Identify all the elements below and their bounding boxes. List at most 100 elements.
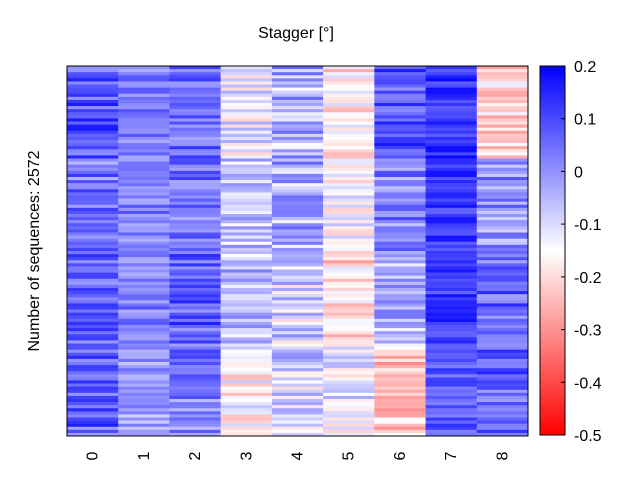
heatmap-cell: [425, 146, 478, 150]
x-tick-label: 4: [290, 451, 307, 460]
heatmap-cell: [425, 303, 478, 307]
heatmap-cell: [220, 303, 273, 307]
heatmap-cell: [169, 371, 221, 375]
heatmap-cell: [118, 328, 170, 332]
x-tick-label: 6: [392, 451, 409, 460]
heatmap-cell: [220, 140, 273, 144]
heatmap-cell: [271, 334, 324, 338]
heatmap-cell: [271, 158, 324, 162]
heatmap-cell: [220, 109, 273, 113]
heatmap-cell: [118, 158, 170, 162]
heatmap-cell: [169, 281, 221, 286]
heatmap-cell: [220, 315, 273, 320]
heatmap-cell: [67, 337, 119, 341]
heatmap-cell: [476, 377, 529, 381]
heatmap-cell: [220, 201, 273, 206]
heatmap-cell: [67, 226, 119, 230]
heatmap-cell: [220, 389, 273, 394]
heatmap-cell: [476, 420, 529, 424]
heatmap-cell: [118, 362, 170, 366]
heatmap-cell: [220, 260, 273, 264]
heatmap-cell: [425, 109, 478, 113]
x-tick-label: 1: [136, 451, 153, 460]
heatmap-cell: [374, 244, 426, 249]
heatmap-cell: [476, 235, 529, 239]
heatmap-cell: [374, 294, 426, 298]
heatmap-cell: [476, 106, 529, 110]
heatmap-cell: [220, 392, 273, 397]
heatmap-cell: [67, 96, 119, 101]
heatmap-cell: [67, 365, 119, 369]
heatmap-cell: [271, 87, 324, 91]
heatmap-cell: [169, 349, 221, 354]
heatmap-cell: [271, 300, 324, 304]
heatmap-cell: [425, 164, 478, 169]
heatmap-cell: [476, 189, 529, 193]
heatmap-cell: [67, 368, 119, 372]
heatmap-cell: [169, 192, 221, 196]
heatmap-cell: [220, 328, 273, 332]
heatmap-cell: [118, 349, 170, 354]
heatmap-cell: [323, 84, 375, 88]
heatmap-cell: [374, 177, 426, 181]
heatmap-cell: [271, 278, 324, 283]
heatmap-cell: [476, 278, 529, 283]
heatmap-cell: [374, 235, 426, 239]
heatmap-cell: [220, 177, 273, 181]
heatmap-cell: [271, 395, 324, 400]
heatmap-cell: [67, 214, 119, 218]
heatmap-cell: [374, 281, 426, 286]
heatmap-cell: [169, 417, 221, 421]
heatmap-cell: [220, 81, 273, 85]
heatmap-cell: [220, 136, 273, 141]
heatmap-cell: [374, 72, 426, 76]
heatmap-cell: [476, 411, 529, 415]
heatmap-cell: [271, 325, 324, 329]
heatmap-cell: [118, 109, 170, 113]
heatmap-cell: [118, 315, 170, 320]
heatmap-cell: [425, 374, 478, 378]
heatmap-cell: [271, 149, 324, 153]
heatmap-cell: [374, 303, 426, 307]
heatmap-cell: [220, 325, 273, 329]
heatmap-cell: [271, 241, 324, 246]
heatmap-cell: [118, 306, 170, 310]
heatmap-cell: [476, 288, 529, 292]
heatmap-cell: [67, 90, 119, 95]
heatmap-cell: [169, 303, 221, 307]
heatmap-cell: [374, 257, 426, 261]
heatmap-cell: [425, 149, 478, 153]
heatmap-cell: [476, 214, 529, 218]
heatmap-cell: [67, 392, 119, 397]
heatmap-cell: [220, 84, 273, 88]
heatmap-cell: [323, 374, 375, 378]
heatmap-cell: [425, 352, 478, 357]
heatmap-cell: [476, 281, 529, 286]
heatmap-cell: [118, 164, 170, 169]
heatmap-cell: [425, 220, 478, 224]
heatmap-cell: [425, 331, 478, 335]
heatmap-cell: [169, 334, 221, 338]
heatmap-cell: [425, 87, 478, 91]
heatmap-cell: [476, 315, 529, 320]
heatmap-cell: [220, 334, 273, 338]
heatmap-cell: [323, 195, 375, 199]
heatmap-cell: [374, 346, 426, 350]
heatmap-cell: [476, 337, 529, 341]
heatmap-cell: [425, 90, 478, 95]
heatmap-cell: [67, 247, 119, 252]
heatmap-cell: [323, 90, 375, 95]
heatmap-cell: [271, 343, 324, 347]
heatmap-cell: [118, 72, 170, 76]
heatmap-cell: [271, 226, 324, 230]
heatmap-cell: [169, 229, 221, 233]
heatmap-cell: [169, 300, 221, 304]
heatmap-cell: [271, 355, 324, 360]
heatmap-cell: [476, 124, 529, 128]
heatmap-cell: [374, 152, 426, 156]
heatmap-cell: [271, 69, 324, 73]
heatmap-cell: [374, 312, 426, 317]
heatmap-cell: [169, 69, 221, 73]
heatmap-cell: [118, 121, 170, 125]
heatmap-cell: [374, 84, 426, 88]
